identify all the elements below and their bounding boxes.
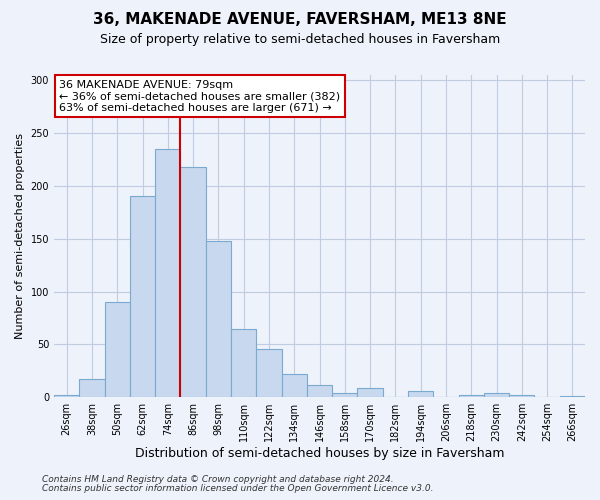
Bar [509,395,535,397]
Bar [484,393,509,397]
Bar [358,388,383,397]
Text: Contains HM Land Registry data © Crown copyright and database right 2024.: Contains HM Land Registry data © Crown c… [42,475,394,484]
Text: Contains public sector information licensed under the Open Government Licence v3: Contains public sector information licen… [42,484,433,493]
Bar [307,384,332,397]
X-axis label: Distribution of semi-detached houses by size in Faversham: Distribution of semi-detached houses by … [135,447,504,460]
Bar [206,241,231,397]
Bar [281,374,307,397]
Y-axis label: Number of semi-detached properties: Number of semi-detached properties [15,133,25,339]
Text: 36, MAKENADE AVENUE, FAVERSHAM, ME13 8NE: 36, MAKENADE AVENUE, FAVERSHAM, ME13 8NE [93,12,507,28]
Bar [54,395,79,397]
Text: Size of property relative to semi-detached houses in Faversham: Size of property relative to semi-detach… [100,32,500,46]
Bar [155,149,181,397]
Bar [79,379,104,397]
Bar [130,196,155,397]
Bar [332,393,358,397]
Bar [231,328,256,397]
Bar [256,348,281,397]
Text: 36 MAKENADE AVENUE: 79sqm
← 36% of semi-detached houses are smaller (382)
63% of: 36 MAKENADE AVENUE: 79sqm ← 36% of semi-… [59,80,340,113]
Bar [560,396,585,397]
Bar [458,395,484,397]
Bar [181,167,206,397]
Bar [408,391,433,397]
Bar [104,302,130,397]
